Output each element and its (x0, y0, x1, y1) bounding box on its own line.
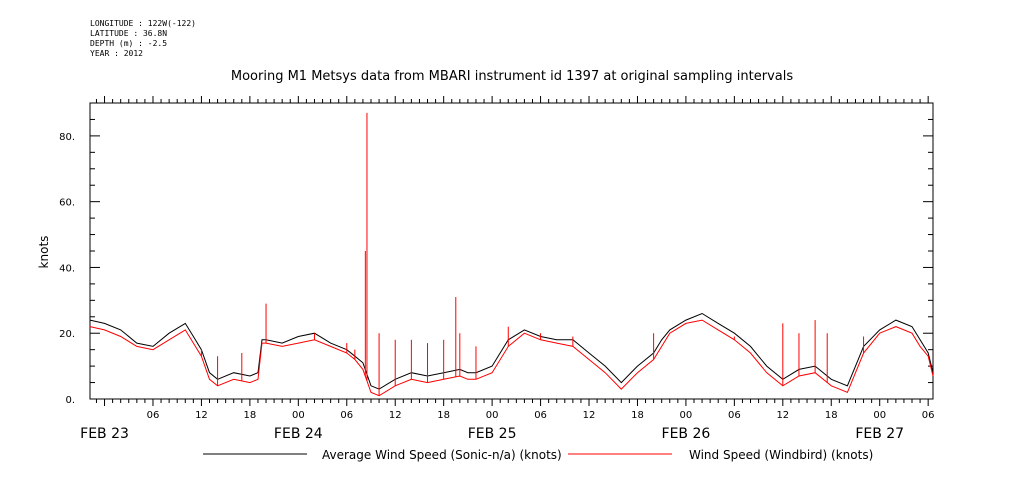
x-date-label: FEB 24 (274, 426, 323, 442)
x-hour-tick-label: 18 (244, 410, 257, 421)
x-hour-tick-label: 00 (486, 410, 499, 421)
series-line-windbird (89, 319, 934, 397)
x-hour-tick-label: 12 (389, 410, 402, 421)
axis-ticks: 06 12 18 00 06 12 18 00 06 12 18 00 06 12 18 00 06 FEB 23… (59, 96, 935, 442)
x-date-label: FEB 23 (80, 426, 129, 442)
x-hour-tick-label: 18 (631, 410, 644, 421)
year-label: YEAR : 2012 (90, 49, 143, 58)
x-hour-tick-label: 06 (340, 410, 353, 421)
latitude-label: LATITUDE : 36.8N (90, 29, 168, 38)
y-tick-label: 40. (59, 263, 75, 274)
legend-label-windbird: Wind Speed (Windbird) (knots) (689, 448, 873, 462)
plot-border (89, 102, 934, 400)
x-hour-tick-label: 06 (147, 410, 160, 421)
series-layer (89, 112, 934, 397)
metadata-block: LONGITUDE : 122W(-122) LATITUDE : 36.8N … (90, 19, 196, 59)
chart-title: Mooring M1 Metsys data from MBARI instru… (231, 69, 793, 84)
x-hour-tick-label: 18 (437, 410, 450, 421)
depth-label: DEPTH (m) : -2.5 (90, 39, 168, 48)
x-hour-tick-label: 00 (680, 410, 693, 421)
x-hour-tick-label: 06 (922, 410, 935, 421)
x-hour-tick-label: 06 (534, 410, 547, 421)
series-line-average-wind (89, 312, 934, 390)
x-hour-tick-label: 12 (583, 410, 596, 421)
x-hour-tick-label: 00 (873, 410, 886, 421)
y-axis-label: knots (37, 236, 51, 269)
x-date-label: FEB 25 (468, 426, 517, 442)
y-tick-label: 80. (59, 132, 75, 143)
x-date-label: FEB 26 (662, 426, 711, 442)
x-hour-tick-label: 12 (195, 410, 208, 421)
x-hour-tick-label: 18 (825, 410, 838, 421)
legend: Average Wind Speed (Sonic-n/a) (knots) W… (203, 448, 873, 462)
y-tick-label: 0. (65, 395, 75, 406)
y-tick-label: 60. (59, 198, 75, 209)
x-hour-tick-label: 12 (776, 410, 789, 421)
legend-label-average: Average Wind Speed (Sonic-n/a) (knots) (322, 448, 562, 462)
x-hour-tick-label: 00 (292, 410, 305, 421)
x-date-label: FEB 27 (855, 426, 904, 442)
longitude-label: LONGITUDE : 122W(-122) (90, 19, 196, 28)
y-tick-label: 20. (59, 329, 75, 340)
x-hour-tick-label: 06 (728, 410, 741, 421)
plot-frame (89, 102, 934, 400)
